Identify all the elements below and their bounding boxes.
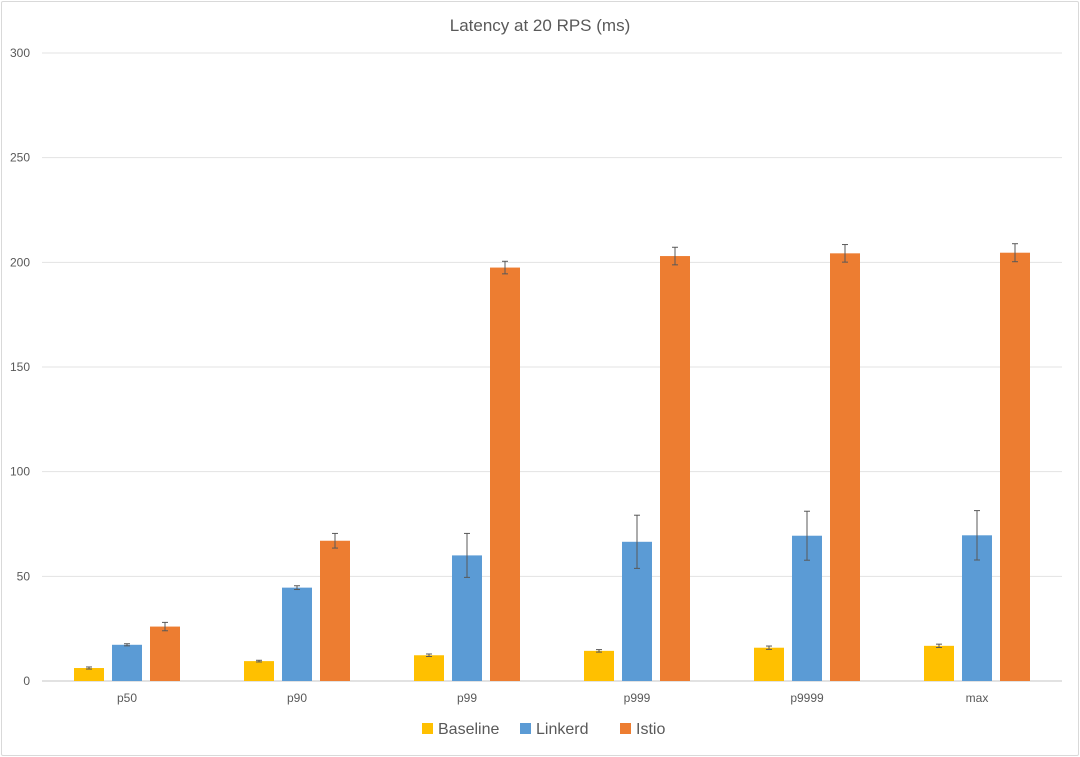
bar-baseline bbox=[74, 668, 104, 681]
error-bar bbox=[634, 514, 640, 569]
bar-baseline bbox=[924, 645, 954, 681]
y-tick-label: 100 bbox=[10, 465, 30, 479]
bar-baseline bbox=[754, 647, 784, 681]
y-tick-label: 150 bbox=[10, 360, 30, 374]
bar-istio bbox=[1000, 252, 1030, 682]
legend-label: Istio bbox=[636, 721, 665, 738]
x-tick-label: p999 bbox=[624, 691, 651, 705]
error-bar bbox=[86, 666, 92, 670]
error-bar bbox=[502, 260, 508, 275]
error-bar bbox=[842, 244, 848, 263]
bar-baseline bbox=[244, 661, 274, 681]
error-bar bbox=[332, 532, 338, 549]
y-tick-label: 0 bbox=[23, 674, 30, 688]
x-tick-label: max bbox=[966, 691, 989, 705]
bar-baseline bbox=[414, 655, 444, 681]
bar-istio bbox=[490, 267, 520, 681]
error-bar bbox=[672, 246, 678, 266]
error-bar bbox=[464, 532, 470, 578]
bar-istio bbox=[150, 626, 180, 681]
legend-label: Linkerd bbox=[536, 721, 588, 738]
chart-title: Latency at 20 RPS (ms) bbox=[450, 16, 630, 35]
bar-istio bbox=[830, 253, 860, 681]
bar-istio bbox=[660, 256, 690, 681]
error-bar bbox=[294, 585, 300, 591]
x-tick-label: p99 bbox=[457, 691, 477, 705]
bar-linkerd bbox=[282, 587, 312, 681]
error-bar bbox=[162, 621, 168, 632]
legend-label: Baseline bbox=[438, 721, 499, 738]
x-tick-label: p50 bbox=[117, 691, 137, 705]
legend-swatch-istio bbox=[620, 723, 631, 734]
error-bar bbox=[596, 649, 602, 653]
bar-baseline bbox=[584, 650, 614, 681]
y-tick-label: 250 bbox=[10, 151, 30, 165]
error-bar bbox=[124, 643, 130, 647]
error-bar bbox=[974, 510, 980, 561]
y-tick-label: 200 bbox=[10, 255, 30, 269]
bar-istio bbox=[320, 540, 350, 681]
error-bar bbox=[804, 510, 810, 561]
x-tick-label: p9999 bbox=[790, 691, 824, 705]
error-bar bbox=[1012, 243, 1018, 263]
error-bar bbox=[936, 643, 942, 649]
x-tick-label: p90 bbox=[287, 691, 307, 705]
error-bar bbox=[256, 659, 262, 663]
error-bar bbox=[766, 645, 772, 650]
y-tick-label: 300 bbox=[10, 46, 30, 60]
bar-linkerd bbox=[112, 644, 142, 681]
legend-swatch-baseline bbox=[422, 723, 433, 734]
error-bar bbox=[426, 653, 432, 658]
y-tick-label: 50 bbox=[17, 569, 31, 583]
legend-swatch-linkerd bbox=[520, 723, 531, 734]
